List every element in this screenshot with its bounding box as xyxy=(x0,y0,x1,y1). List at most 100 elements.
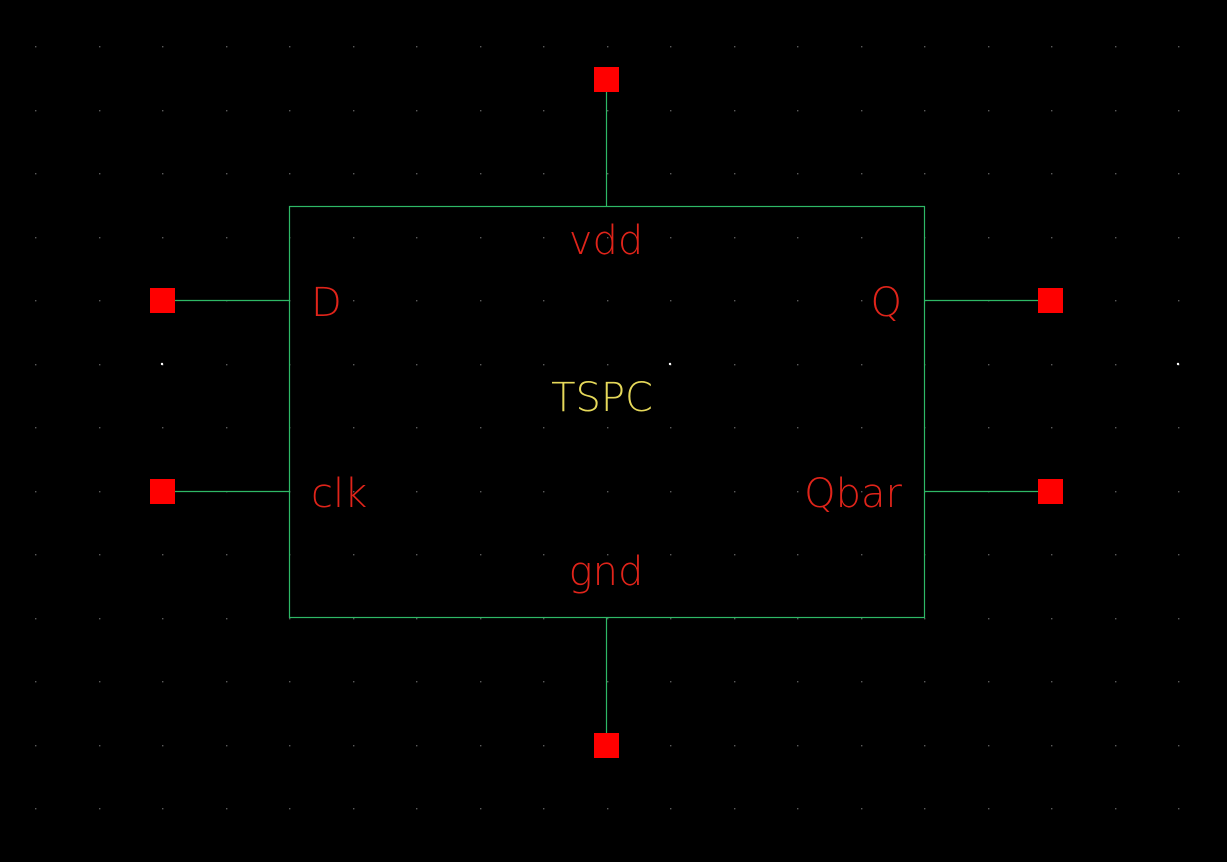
pin-label-d: D xyxy=(311,280,342,326)
grid-dot xyxy=(226,237,228,239)
grid-dot xyxy=(480,46,482,48)
grid-dot xyxy=(416,237,418,239)
grid-dot xyxy=(226,745,228,747)
grid-dot xyxy=(1051,618,1053,620)
grid-dot xyxy=(861,554,863,556)
grid-dot xyxy=(797,364,799,366)
grid-dot xyxy=(797,46,799,48)
grid-dot xyxy=(607,618,609,620)
pin-label-qbar: Qbar xyxy=(804,471,902,517)
grid-dot xyxy=(670,554,672,556)
grid-dot xyxy=(734,808,736,810)
pin-vdd-terminal[interactable] xyxy=(594,67,619,92)
grid-dot xyxy=(988,364,990,366)
grid-dot xyxy=(480,173,482,175)
grid-dot xyxy=(416,681,418,683)
grid-dot xyxy=(1178,681,1180,683)
grid-dot xyxy=(99,173,101,175)
grid-dot xyxy=(734,491,736,493)
grid-dot xyxy=(1051,237,1053,239)
grid-dot xyxy=(99,427,101,429)
grid-dot xyxy=(924,110,926,112)
grid-dot xyxy=(35,300,37,302)
pin-label-vdd: vdd xyxy=(569,218,643,264)
grid-dot xyxy=(1115,618,1117,620)
grid-dot xyxy=(353,681,355,683)
grid-dot xyxy=(988,173,990,175)
grid-dot xyxy=(1051,110,1053,112)
grid-dot xyxy=(289,618,291,620)
grid-dot xyxy=(289,110,291,112)
grid-dot xyxy=(607,427,609,429)
grid-dot xyxy=(480,364,482,366)
grid-dot xyxy=(988,110,990,112)
grid-dot xyxy=(480,300,482,302)
grid-dot xyxy=(670,173,672,175)
grid-dot xyxy=(162,427,164,429)
grid-dot xyxy=(1178,745,1180,747)
pin-q-terminal[interactable] xyxy=(1038,288,1063,313)
grid-dot xyxy=(416,745,418,747)
grid-dot xyxy=(1115,427,1117,429)
grid-dot xyxy=(861,173,863,175)
origin-marker-left xyxy=(160,362,164,366)
grid-dot xyxy=(416,364,418,366)
grid-dot xyxy=(1178,427,1180,429)
grid-dot xyxy=(543,491,545,493)
grid-dot xyxy=(416,173,418,175)
grid-dot xyxy=(35,745,37,747)
grid-dot xyxy=(226,554,228,556)
grid-dot xyxy=(162,554,164,556)
pin-d-terminal[interactable] xyxy=(150,288,175,313)
pin-label-gnd: gnd xyxy=(569,549,644,595)
grid-dot xyxy=(353,237,355,239)
grid-dot xyxy=(35,491,37,493)
grid-dot xyxy=(670,110,672,112)
grid-dot xyxy=(289,681,291,683)
grid-dot xyxy=(480,427,482,429)
grid-dot xyxy=(162,46,164,48)
grid-dot xyxy=(543,46,545,48)
grid-dot xyxy=(416,618,418,620)
grid-dot xyxy=(734,554,736,556)
grid-dot xyxy=(99,110,101,112)
pin-label-q: Q xyxy=(871,280,902,326)
grid-dot xyxy=(988,808,990,810)
grid-dot xyxy=(99,300,101,302)
grid-dot xyxy=(543,745,545,747)
grid-dot xyxy=(734,237,736,239)
pin-clk-terminal[interactable] xyxy=(150,479,175,504)
grid-dot xyxy=(988,745,990,747)
grid-dot xyxy=(924,173,926,175)
grid-dot xyxy=(670,237,672,239)
grid-dot xyxy=(607,491,609,493)
grid-dot xyxy=(861,681,863,683)
pin-gnd-terminal[interactable] xyxy=(594,733,619,758)
grid-dot xyxy=(416,808,418,810)
grid-dot xyxy=(35,427,37,429)
grid-dot xyxy=(1115,681,1117,683)
grid-dot xyxy=(543,808,545,810)
grid-dot xyxy=(988,618,990,620)
grid-dot xyxy=(1178,618,1180,620)
grid-dot xyxy=(480,808,482,810)
grid-dot xyxy=(35,808,37,810)
grid-dot xyxy=(670,618,672,620)
grid-dot xyxy=(1051,681,1053,683)
origin-marker-right xyxy=(1176,362,1180,366)
grid-dot xyxy=(670,46,672,48)
pin-label-clk: clk xyxy=(311,471,367,517)
pin-qbar-terminal[interactable] xyxy=(1038,479,1063,504)
grid-dot xyxy=(1178,300,1180,302)
grid-dot xyxy=(353,618,355,620)
grid-dot xyxy=(734,110,736,112)
grid-dot xyxy=(353,364,355,366)
grid-dot xyxy=(543,110,545,112)
grid-dot xyxy=(797,300,799,302)
grid-dot xyxy=(924,46,926,48)
grid-dot xyxy=(480,237,482,239)
grid-dot xyxy=(1051,427,1053,429)
grid-dot xyxy=(99,491,101,493)
